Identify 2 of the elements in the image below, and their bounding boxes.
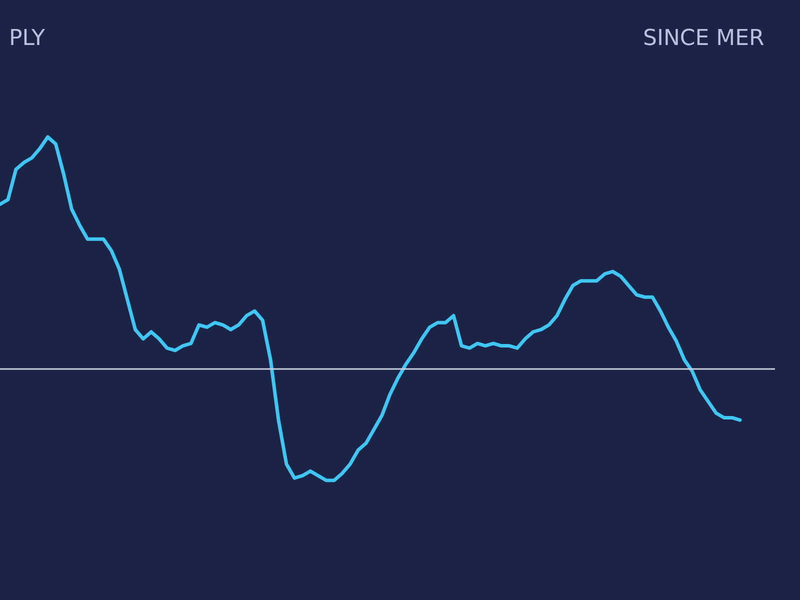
chart-title: PLY: [8, 26, 46, 51]
text: SINCE MER: [643, 26, 764, 51]
